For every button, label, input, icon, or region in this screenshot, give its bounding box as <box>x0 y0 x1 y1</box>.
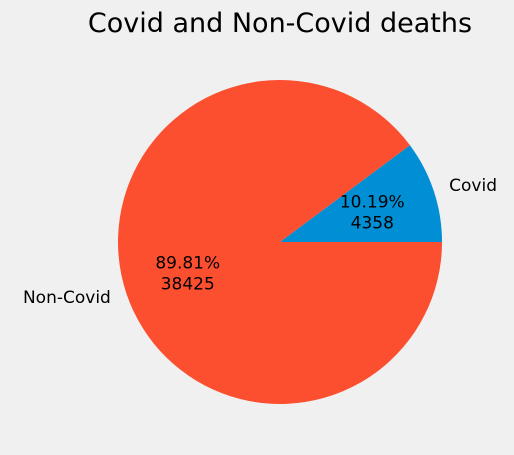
pie-slice-covid <box>280 145 442 242</box>
pie-slice-non-covid <box>117 79 443 404</box>
pie-percent-non-covid: 89.81% <box>155 254 220 274</box>
pie-label-non-covid: Non-Covid <box>23 288 111 308</box>
pie-percent-covid: 10.19% <box>340 192 405 212</box>
pie-labels: Covid 10.19% 4358 Non-Covid 89.81% 38425 <box>23 176 497 308</box>
pie-count-covid: 4358 <box>351 213 394 233</box>
chart-title: Covid and Non-Covid deaths <box>88 8 472 39</box>
pie-slices <box>117 79 443 404</box>
pie-value-label-non-covid: 89.81% 38425 <box>155 254 220 295</box>
pie-value-label-covid: 10.19% 4358 <box>340 192 405 233</box>
pie-label-covid: Covid <box>449 176 497 196</box>
pie-count-non-covid: 38425 <box>161 275 215 295</box>
